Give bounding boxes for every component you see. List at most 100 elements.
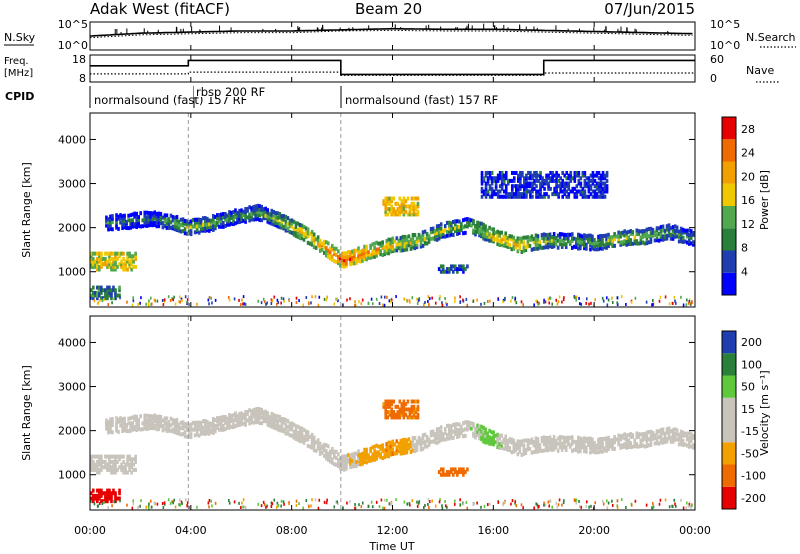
velocity-patch-cell [126,459,129,464]
velocity-cell [328,455,332,460]
power-cell [530,234,534,239]
power-patch-cell [549,178,552,183]
velocity-cell [447,423,451,428]
power-patch-cell [498,173,502,178]
velocity-patch-cell [120,467,123,472]
velocity-noise-cell [214,501,217,505]
velocity-cell [306,434,310,439]
velocity-noise-cell [652,506,654,510]
velocity-patch-cell [96,499,99,504]
power-patch-cell [412,196,416,201]
velocity-cell [183,434,187,439]
velocity-colorbar-tick: 50 [741,381,755,394]
velocity-cell [579,449,582,454]
velocity-cell [593,440,596,445]
power-cell [645,227,649,232]
velocity-noise-cell [173,498,175,502]
velocity-noise-cell [317,506,320,510]
power-cell [538,240,542,245]
velocity-patch-cell [114,459,117,464]
power-patch-cell [488,184,492,189]
velocity-patch-cell [390,407,394,412]
velocity-cell [183,424,187,429]
power-patch-cell [114,296,117,301]
velocity-cell [657,429,661,434]
power-cell [679,236,683,241]
velocity-patch-cell [104,499,107,504]
power-patch-cell [541,178,544,183]
velocity-cell [639,438,643,443]
velocity-cell [570,435,574,440]
velocity-cell [411,448,415,453]
velocity-cell [195,420,199,425]
velocity-noise-cell [131,506,134,510]
velocity-noise-cell [375,500,378,504]
velocity-cell [526,438,530,443]
velocity-cell [250,415,253,420]
velocity-cell [415,448,419,453]
velocity-cell [445,436,449,441]
power-cell [157,213,161,218]
velocity-cell [199,431,203,436]
power-noise-cell [580,302,583,306]
velocity-patch-cell [400,407,404,412]
velocity-cell [351,462,354,467]
velocity-patch-cell [410,415,414,420]
velocity-cell [185,425,189,430]
velocity-patch-cell [108,493,111,498]
velocity-patch-cell [400,412,404,417]
power-cell [195,217,199,222]
velocity-patch-cell [390,402,394,407]
velocity-patch-cell [406,407,410,412]
power-cell [581,242,584,247]
power-cell [258,207,261,212]
velocity-cell [173,421,177,426]
velocity-cell [589,450,592,455]
velocity-cell [683,442,687,447]
velocity-cell [248,421,251,426]
power-cell [597,240,600,245]
power-noise-cell [601,296,604,300]
power-patch-cell [480,173,484,178]
power-cell [671,228,675,233]
power-cell [381,253,385,258]
power-cell [681,235,685,240]
power-cell [532,236,536,241]
power-cell [310,233,314,238]
velocity-cell [685,437,689,442]
power-cell [470,218,473,223]
velocity-cell [637,444,641,449]
power-cell [143,223,147,228]
power-patch-cell [100,256,103,261]
velocity-cell [324,443,328,448]
velocity-noise-cell [602,502,605,506]
power-patch-cell [589,192,593,197]
power-cell [441,234,445,239]
velocity-cell [530,440,534,445]
power-cell [272,219,276,224]
power-cell [121,225,124,230]
power-cell [395,242,399,247]
power-patch-cell [500,176,504,181]
power-noise-cell [408,298,411,302]
power-patch-cell [539,186,542,191]
power-cell [607,238,610,243]
velocity-noise-cell [273,498,276,502]
velocity-cell [657,434,661,439]
power-patch-cell [384,199,388,204]
power-noise-cell [543,298,545,302]
velocity-cell [689,438,693,443]
power-cell [318,238,322,243]
power-cell [687,228,691,233]
velocity-cell [568,444,572,449]
power-noise-cell [171,297,173,301]
power-cell [506,238,510,243]
velocity-colorbar-swatch [722,442,736,465]
power-cell [552,241,556,246]
power-cell [361,248,364,253]
power-noise-cell [111,301,113,305]
velocity-patch-cell [398,410,402,415]
velocity-cell [552,444,556,449]
power-patch-cell [98,251,101,256]
power-cell [353,251,356,256]
